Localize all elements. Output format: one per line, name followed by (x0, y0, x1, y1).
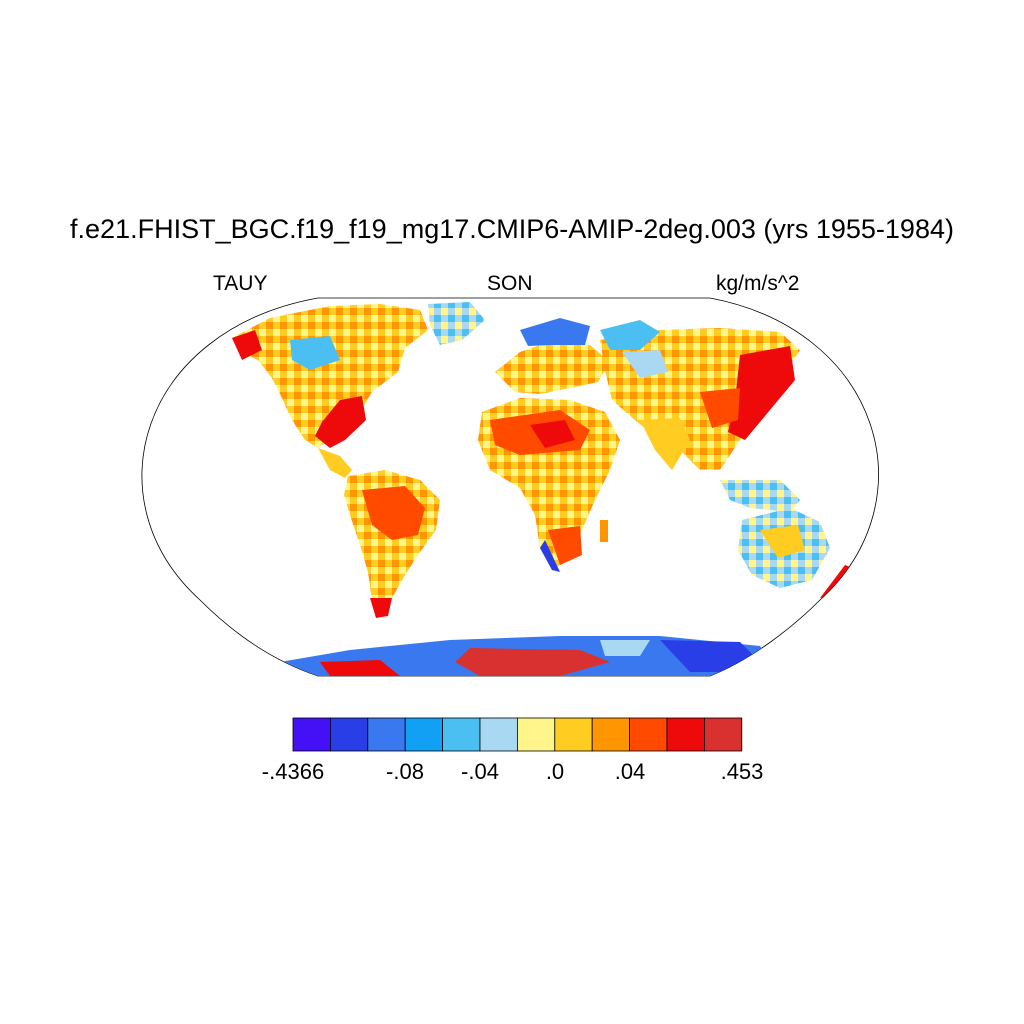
india (640, 418, 690, 470)
east-asia-red (728, 346, 795, 440)
sahara-core (530, 420, 575, 448)
antarctica-red (455, 648, 610, 676)
colorbar-label-pos04: .04 (614, 759, 646, 784)
colorbar-swatch (367, 717, 406, 752)
east-coast-red (315, 396, 366, 448)
colorbar-swatch (517, 717, 556, 752)
central-america (318, 448, 352, 478)
colorbar-swatch (292, 717, 331, 752)
africa-south-red (548, 526, 582, 565)
colorbar-label-min: -.4366 (261, 759, 325, 784)
colorbar-swatch (554, 717, 593, 752)
colorbar-swatch (591, 717, 631, 752)
australia-core (760, 525, 805, 558)
season-label: SON (487, 272, 533, 295)
scandinavia-blue (520, 318, 590, 346)
colorbar-swatch (666, 717, 705, 752)
greenland (428, 302, 485, 345)
variable-label: TAUY (213, 272, 268, 295)
africa-coast-blue (540, 540, 560, 572)
alaska-red (232, 330, 262, 360)
antarctica-light (600, 640, 650, 656)
units-label: kg/m/s^2 (716, 272, 800, 295)
colorbar-label-neg04: -.04 (461, 759, 499, 784)
colorbar-swatch (442, 717, 481, 752)
patagonia-red (370, 598, 392, 618)
se-asia-islands (720, 480, 800, 512)
colorbar-swatch (479, 717, 518, 752)
colorbar-label-neg08: -.08 (386, 759, 424, 784)
siberia-blue (600, 320, 660, 350)
land-fields (232, 302, 858, 676)
colorbar (292, 717, 743, 752)
colorbar-label-zero: .0 (545, 759, 565, 784)
antarctica-west-red (320, 660, 400, 676)
colorbar-swatch (629, 717, 668, 752)
colorbar-swatch (404, 717, 444, 752)
colorbar-swatch (704, 717, 743, 752)
canada-blue (290, 336, 340, 370)
colorbar-label-max: .453 (720, 759, 764, 784)
north-america (232, 304, 428, 448)
south-america-core (362, 486, 425, 540)
colorbar-swatch (329, 717, 369, 752)
china-red (700, 388, 740, 428)
central-asia-blue (622, 350, 668, 378)
plot-title: f.e21.FHIST_BGC.f19_f19_mg17.CMIP6-AMIP-… (70, 214, 954, 244)
europe (495, 340, 610, 394)
madagascar (600, 520, 608, 542)
